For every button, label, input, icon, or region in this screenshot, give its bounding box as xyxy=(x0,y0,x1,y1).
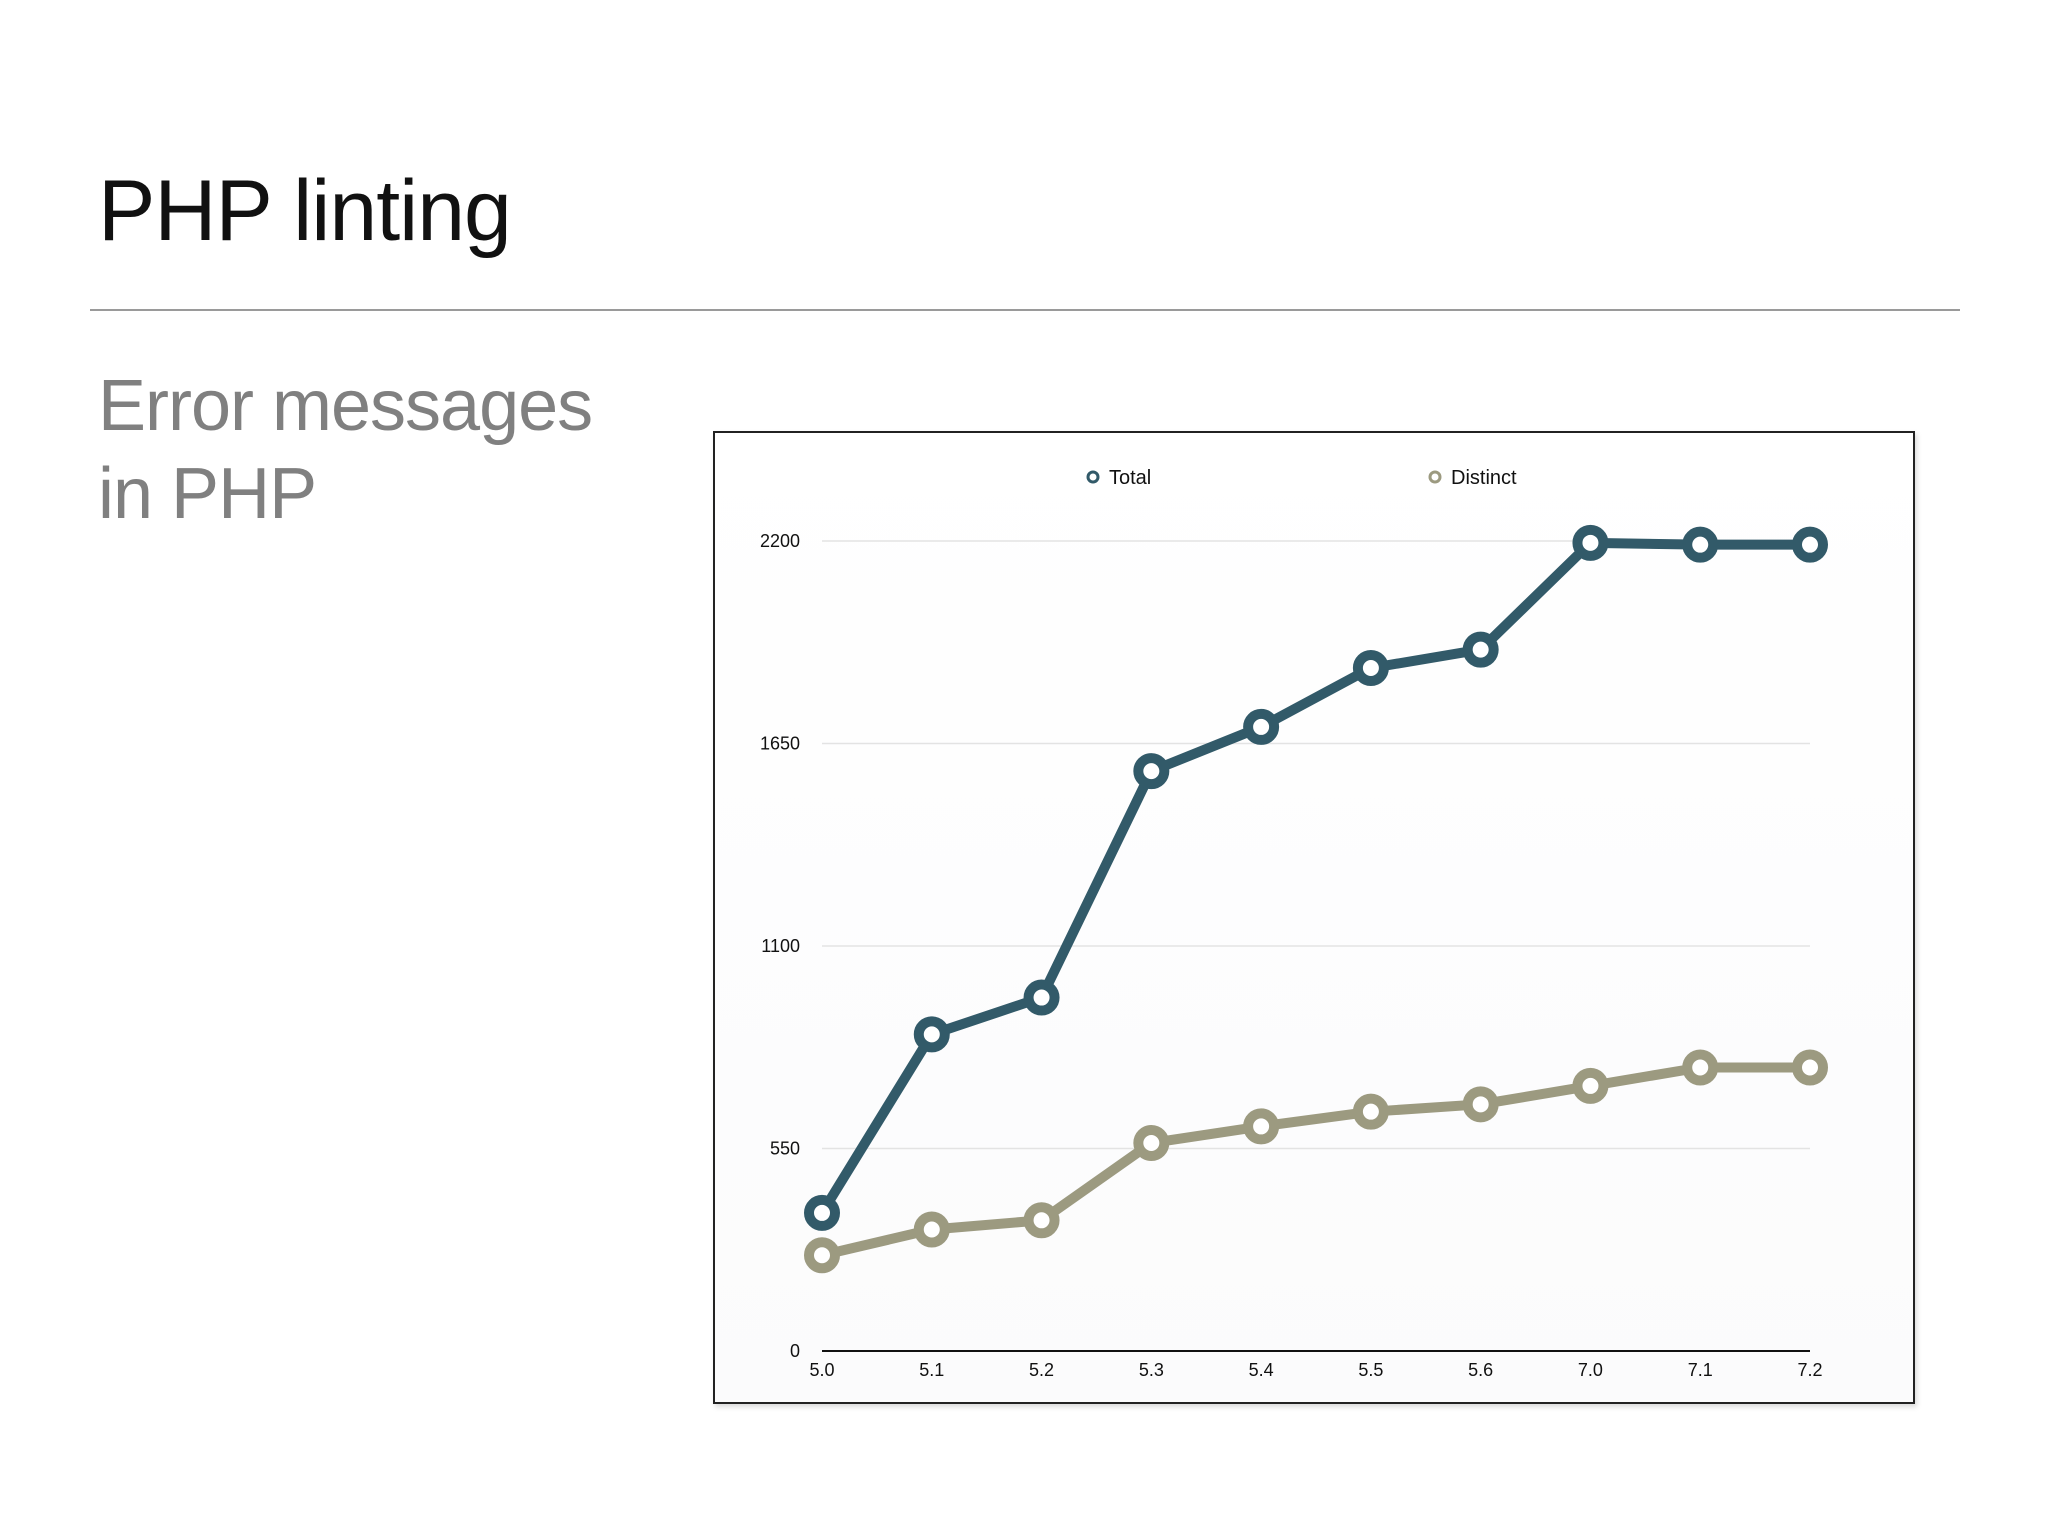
data-point xyxy=(1682,526,1719,563)
legend-marker xyxy=(1428,470,1442,484)
series-line xyxy=(817,1062,1815,1261)
data-point xyxy=(1243,708,1280,745)
data-point xyxy=(1792,1049,1828,1086)
data-point xyxy=(913,1211,950,1248)
legend-label: Total xyxy=(1109,467,1151,489)
slide-subtitle: Error messages in PHP xyxy=(98,362,593,538)
y-tick-label: 0 xyxy=(790,1341,800,1361)
x-tick-label: 5.3 xyxy=(1139,1360,1164,1380)
chart-frame: 0 550 1100 1650 2200 5.0 5.1 5.2 5.3 5.4 5.5 5.6 7.0… xyxy=(713,431,1915,1404)
legend-label: Distinct xyxy=(1451,467,1517,489)
y-tick-label: 1650 xyxy=(760,734,800,754)
legend: Total Distinct xyxy=(1086,467,1517,489)
data-point xyxy=(1792,526,1828,563)
line-chart: 0 550 1100 1650 2200 5.0 5.1 5.2 5.3 5.4 5.5 5.6 7.0… xyxy=(760,467,1828,1380)
data-point xyxy=(1572,1067,1609,1104)
x-tick-label: 7.0 xyxy=(1578,1360,1603,1380)
x-tick-label: 5.1 xyxy=(919,1360,944,1380)
data-point xyxy=(1352,1093,1389,1130)
subtitle-line-2: in PHP xyxy=(98,454,317,534)
data-point xyxy=(1023,979,1060,1016)
data-point xyxy=(1023,1202,1060,1239)
x-tick-label: 7.2 xyxy=(1797,1360,1822,1380)
x-tick-label: 5.4 xyxy=(1249,1360,1274,1380)
series-line xyxy=(817,537,1815,1218)
data-point xyxy=(1462,1086,1499,1123)
title-divider xyxy=(90,309,1960,311)
x-tick-label: 5.2 xyxy=(1029,1360,1054,1380)
x-tick-label: 5.0 xyxy=(809,1360,834,1380)
y-tick-label: 550 xyxy=(770,1139,800,1159)
data-point xyxy=(1243,1108,1280,1145)
x-tick-label: 5.6 xyxy=(1468,1360,1493,1380)
x-tick-label: 7.1 xyxy=(1688,1360,1713,1380)
x-tick-label: 5.5 xyxy=(1358,1360,1383,1380)
subtitle-line-1: Error messages xyxy=(98,366,593,446)
legend-marker xyxy=(1086,470,1100,484)
data-point xyxy=(1352,650,1389,687)
gridlines xyxy=(822,540,1810,1150)
y-tick-label: 2200 xyxy=(760,531,800,551)
data-point xyxy=(1572,524,1609,561)
data-point xyxy=(1133,753,1170,790)
series xyxy=(804,524,1828,1274)
data-point xyxy=(1133,1124,1170,1161)
slide-title: PHP linting xyxy=(98,163,512,259)
data-point xyxy=(804,1237,840,1274)
axes: 0 550 1100 1650 2200 5.0 5.1 5.2 5.3 5.4 5.5 5.6 7.0… xyxy=(760,531,1823,1380)
data-point xyxy=(1682,1049,1719,1086)
data-point xyxy=(913,1016,950,1053)
data-point xyxy=(804,1194,840,1231)
y-tick-label: 1100 xyxy=(761,936,800,956)
data-point xyxy=(1462,631,1499,668)
